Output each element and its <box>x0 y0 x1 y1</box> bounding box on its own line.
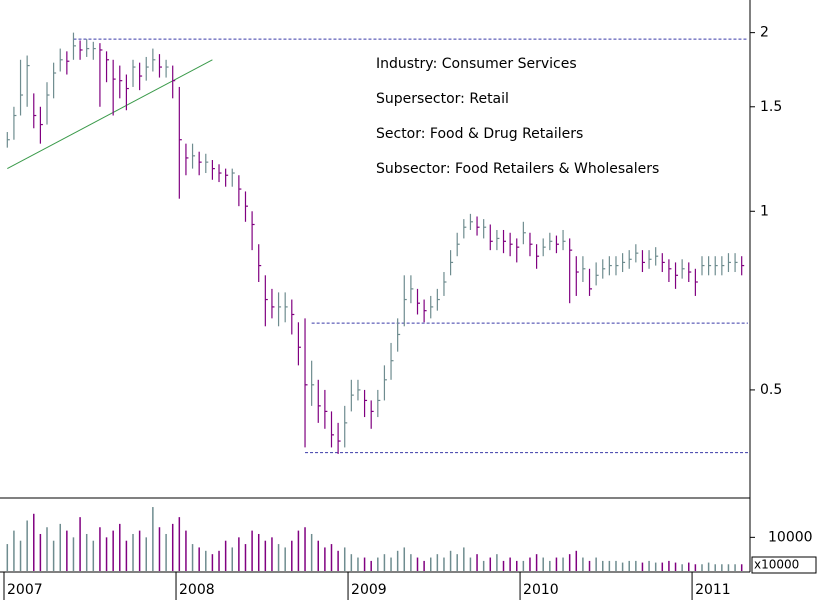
x-tick-label: 2011 <box>695 582 731 598</box>
y-tick-label: 10000 <box>768 529 813 545</box>
unit-box <box>751 556 817 574</box>
annotation: Subsector: Food Retailers & Wholesalers <box>376 161 659 177</box>
x-tick-label: 2009 <box>351 582 387 598</box>
annotation: Supersector: Retail <box>376 91 509 107</box>
x-tick-label: 2008 <box>179 582 215 598</box>
y-tick-label: 2 <box>760 25 769 41</box>
y-tick-label: 0.5 <box>760 382 782 398</box>
annotation: Sector: Food & Drug Retailers <box>376 126 583 142</box>
x-tick-label: 2010 <box>523 582 559 598</box>
y-tick-label: 1.5 <box>760 99 782 115</box>
trend-line <box>7 59 213 170</box>
annotation: Industry: Consumer Services <box>376 56 577 72</box>
unit-label: x10000 <box>754 558 799 572</box>
x-tick-label: 2007 <box>7 582 43 598</box>
y-tick-label: 1 <box>760 203 769 219</box>
